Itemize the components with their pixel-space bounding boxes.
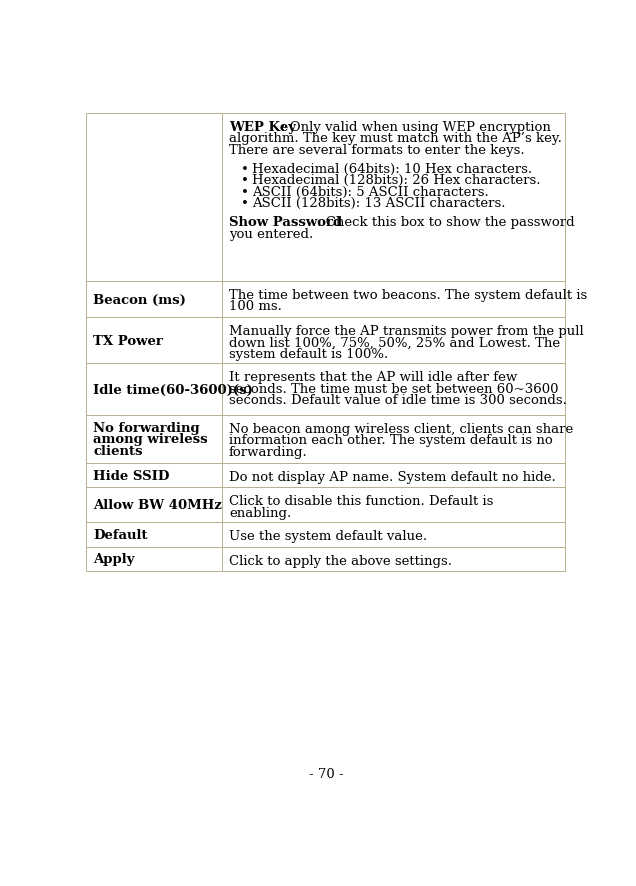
Text: The time between two beacons. The system default is: The time between two beacons. The system…	[229, 289, 587, 301]
Bar	[222, 463, 565, 488]
Bar	[222, 416, 565, 463]
Bar	[86, 488, 222, 523]
Bar	[86, 547, 222, 571]
Bar	[222, 547, 565, 571]
Bar	[222, 114, 565, 282]
Text: Click to disable this function. Default is: Click to disable this function. Default …	[229, 494, 494, 508]
Bar	[222, 282, 565, 318]
Text: TX Power: TX Power	[93, 334, 163, 347]
Bar	[86, 282, 222, 318]
Text: ASCII (128bits): 13 ASCII characters.: ASCII (128bits): 13 ASCII characters.	[252, 197, 506, 210]
Text: Allow BW 40MHz: Allow BW 40MHz	[93, 499, 223, 511]
Text: : Check this box to show the password: : Check this box to show the password	[317, 216, 574, 229]
Text: No forwarding: No forwarding	[93, 422, 200, 434]
Text: Click to apply the above settings.: Click to apply the above settings.	[229, 554, 452, 567]
Bar	[222, 364, 565, 416]
Text: seconds. The time must be set between 60~3600: seconds. The time must be set between 60…	[229, 382, 558, 395]
Text: •: •	[242, 185, 249, 198]
Text: No beacon among wireless client, clients can share: No beacon among wireless client, clients…	[229, 423, 573, 435]
Bar	[86, 416, 222, 463]
Text: Beacon (ms): Beacon (ms)	[93, 293, 186, 307]
Text: It represents that the AP will idle after few: It represents that the AP will idle afte…	[229, 371, 517, 384]
Text: information each other. The system default is no: information each other. The system defau…	[229, 434, 553, 447]
Text: Hexadecimal (64bits): 10 Hex characters.: Hexadecimal (64bits): 10 Hex characters.	[252, 163, 532, 175]
Text: forwarding.: forwarding.	[229, 445, 308, 458]
Text: Idle time(60-3600)(s): Idle time(60-3600)(s)	[93, 384, 253, 396]
Text: Do not display AP name. System default no hide.: Do not display AP name. System default n…	[229, 470, 556, 483]
Text: Apply: Apply	[93, 553, 135, 566]
Bar	[222, 488, 565, 523]
Text: algorithm. The key must match with the AP’s key.: algorithm. The key must match with the A…	[229, 132, 562, 145]
Bar	[86, 523, 222, 547]
Text: - 70 -: - 70 -	[308, 766, 343, 780]
Text: Default: Default	[93, 528, 148, 541]
Bar	[86, 318, 222, 364]
Bar	[222, 318, 565, 364]
Text: Use the system default value.: Use the system default value.	[229, 529, 427, 542]
Text: : Only valid when using WEP encryption: : Only valid when using WEP encryption	[281, 120, 551, 134]
Text: WEP Key: WEP Key	[229, 120, 296, 134]
Bar	[86, 364, 222, 416]
Text: There are several formats to enter the keys.: There are several formats to enter the k…	[229, 144, 525, 157]
Text: Hexadecimal (128bits): 26 Hex characters.: Hexadecimal (128bits): 26 Hex characters…	[252, 175, 541, 187]
Text: enabling.: enabling.	[229, 506, 291, 519]
Bar	[222, 523, 565, 547]
Text: among wireless: among wireless	[93, 433, 208, 446]
Text: •: •	[242, 175, 249, 187]
Text: you entered.: you entered.	[229, 228, 314, 240]
Text: down list 100%, 75%, 50%, 25% and Lowest. The: down list 100%, 75%, 50%, 25% and Lowest…	[229, 336, 560, 349]
Text: seconds. Default value of idle time is 300 seconds.: seconds. Default value of idle time is 3…	[229, 393, 567, 407]
Text: Hide SSID: Hide SSID	[93, 469, 170, 482]
Text: Manually force the AP transmits power from the pull: Manually force the AP transmits power fr…	[229, 325, 584, 338]
Text: ASCII (64bits): 5 ASCII characters.: ASCII (64bits): 5 ASCII characters.	[252, 185, 489, 198]
Bar	[86, 463, 222, 488]
Bar	[86, 114, 222, 282]
Text: 100 ms.: 100 ms.	[229, 300, 282, 313]
Text: •: •	[242, 163, 249, 175]
Text: system default is 100%.: system default is 100%.	[229, 347, 388, 361]
Text: •: •	[242, 197, 249, 210]
Text: clients: clients	[93, 444, 143, 457]
Text: Show Password: Show Password	[229, 216, 342, 229]
